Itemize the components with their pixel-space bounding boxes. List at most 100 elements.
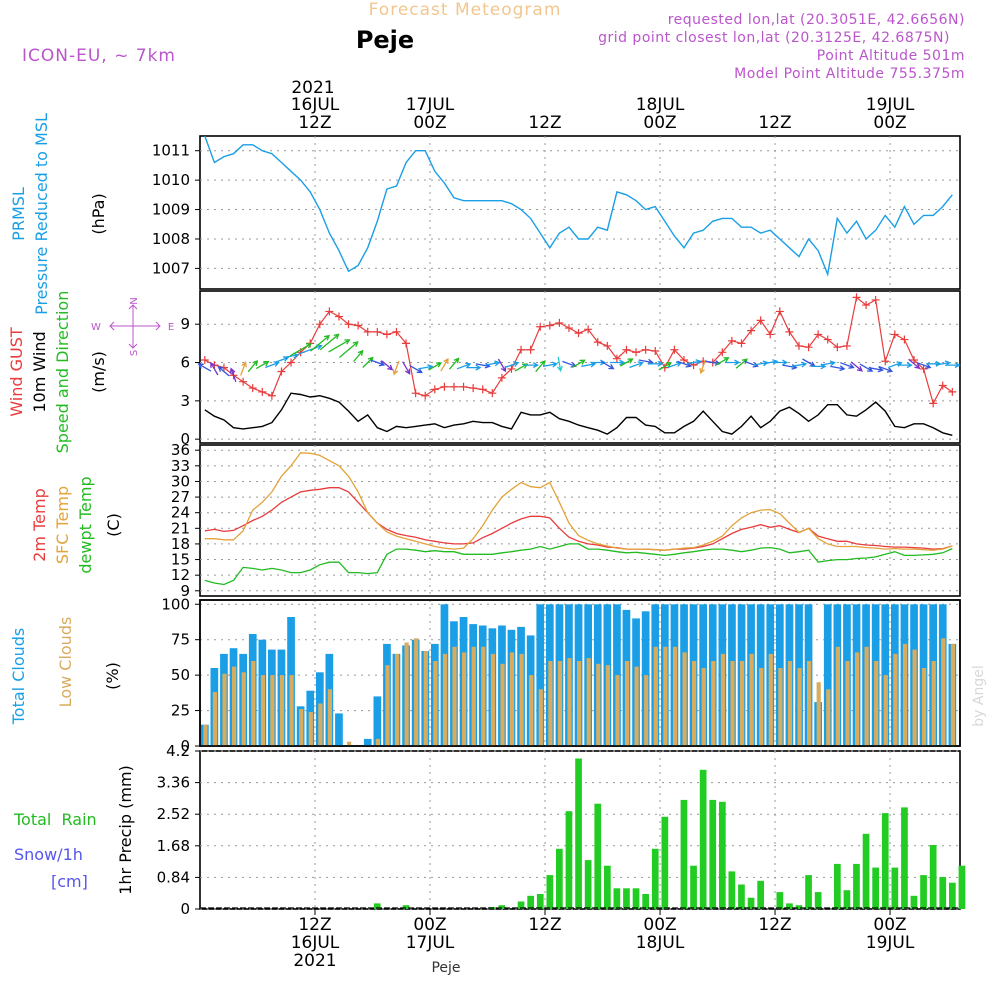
wind-gust-point [555,318,564,327]
clouds-panel: 0 25 50 75 100 [161,595,961,755]
rain-bar [565,811,573,909]
wind-gust-point [526,345,535,354]
wind-gust-point [382,330,391,339]
wind-gust-point [900,335,909,344]
low-clouds-bar [442,653,448,746]
wind-direction-arrow [229,367,237,383]
rain-bar [613,888,621,909]
low-clouds-bar [912,649,917,746]
wind-direction-arrow [572,359,586,368]
low-clouds-bar [433,661,438,746]
temperature-ytick-label: 33 [171,457,190,475]
low-clouds-bar [883,675,888,746]
low-clouds-bar [596,663,601,746]
low-clouds-bar [577,661,582,746]
wind-10m-line [204,392,953,436]
snow-unit-label: [cm] [51,872,88,891]
compass-east: E [168,322,174,333]
wind-direction-arrow [782,363,798,370]
wind-gust-point [440,382,449,391]
model-label: ICON-EU, ~ 7km [22,46,176,66]
rain-bar [958,865,966,909]
low-clouds-bar [327,689,332,746]
wind-direction-arrow [247,359,259,373]
clouds-unit: (%) [103,662,122,690]
low-clouds-bar [740,661,745,746]
precip-unit: 1hr Precip (mm) [116,765,135,895]
clouds-ytick-label: 100 [161,595,190,613]
low-clouds-bar [308,712,313,746]
wind-gust-point [478,385,487,394]
wind-gust-point [488,389,497,398]
clouds-ytick-label: 75 [171,631,190,649]
wind-direction-arrow [449,357,460,370]
low-clouds-bar [509,652,515,746]
wind-direction-arrow [381,360,394,371]
wind-direction-arrow [658,362,673,371]
low-clouds-bar [538,689,543,746]
rain-bar [661,816,669,909]
top-time-label: 18JUL [636,95,685,115]
wind-direction-arrow [840,362,855,369]
bottom-time-label: 12Z [758,915,791,935]
wind-gust-point [862,301,871,310]
gridpoint-coords: grid point closest lon,lat (20.3125E, 42… [598,30,950,46]
wind-direction-arrow [353,349,364,362]
rain-bar [910,895,918,909]
wind-direction-arrow [791,361,808,368]
wind-gust-point [823,335,832,344]
rain-bar [776,892,784,909]
pressure-label: PRMSL Pressure Reduced to MSL (hPa) [9,113,108,315]
low-clouds-bar [557,661,563,746]
wind-gust-point [766,330,775,339]
low-clouds-bar [749,653,754,746]
rain-bar [939,877,947,909]
low-clouds-label: Low Clouds [56,617,75,708]
wind-gust-point [334,312,343,321]
low-clouds-bar [941,638,946,746]
temperature-ytick-label: 27 [171,488,190,506]
wind-direction-arrow [744,360,759,368]
low-clouds-bar [644,675,649,746]
wind-gust-point [267,391,276,400]
low-clouds-bar [232,666,237,746]
wind-gust-point [718,348,727,357]
wind-gust-point [248,384,257,393]
rain-bar [556,848,563,909]
wind-gust-point [373,327,382,336]
rain-bar [575,758,582,909]
wind-direction-arrow [504,361,520,369]
low-clouds-bar [902,643,908,746]
bottom-time-label: 00Z [413,915,446,935]
low-clouds-bar [835,646,840,746]
low-clouds-bar [404,642,409,746]
wind-gust-point [258,387,267,396]
rain-bar [527,895,534,909]
precip-ytick-label: 0 [180,900,190,918]
top-time-label: 17JUL [406,95,455,115]
wind-direction-arrow [897,362,913,369]
rain-bar [814,892,822,909]
wind-direction-arrow [600,361,615,370]
low-clouds-bar [490,653,495,746]
wind-gust-point [890,330,899,339]
pressure-ytick-label: 1007 [152,259,190,277]
wind-gust-point [919,364,928,373]
wind-direction-arrow [878,365,894,373]
low-clouds-bar [931,661,936,746]
wind-direction-arrow [392,360,400,376]
low-clouds-bar [682,652,687,746]
low-clouds-bar [874,661,879,746]
total-clouds-bar [823,604,832,746]
wind-direction-arrow [418,364,434,371]
wind-direction-arrow [535,359,546,373]
rain-bar [642,894,649,909]
rain-bar [920,875,927,909]
rain-bar [786,903,793,909]
top-time-label: 12Z [298,113,331,133]
wind-gust-point [670,345,679,354]
wind-gust-point [421,391,430,400]
low-clouds-bar [864,646,869,746]
temperature-ytick-label: 30 [171,472,190,490]
meteogram-title: Forecast Meteogram [369,0,562,20]
